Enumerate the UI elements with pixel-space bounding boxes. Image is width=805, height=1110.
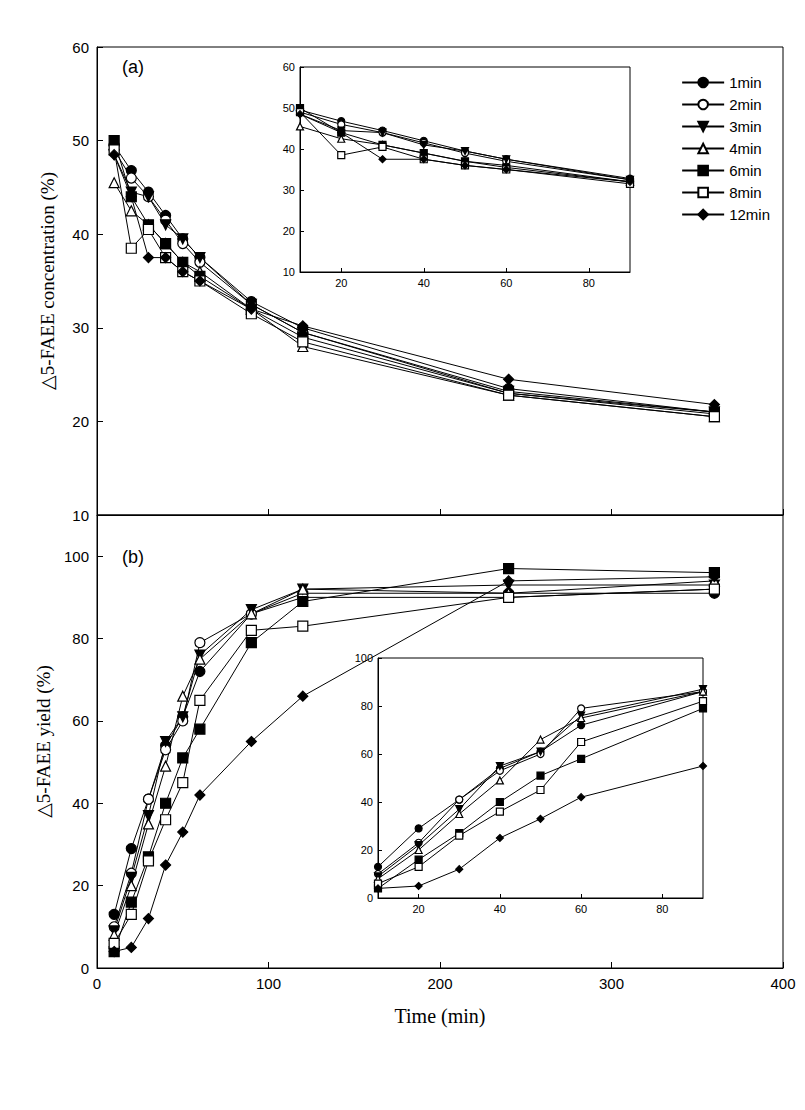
svg-text:60: 60: [283, 61, 295, 73]
svg-text:△5-FAEE yield (%): △5-FAEE yield (%): [33, 665, 55, 818]
svg-text:0: 0: [81, 960, 89, 977]
svg-text:400: 400: [770, 975, 795, 992]
svg-text:20: 20: [72, 413, 89, 430]
svg-text:60: 60: [72, 712, 89, 729]
svg-text:3min: 3min: [729, 118, 762, 135]
svg-text:200: 200: [427, 975, 452, 992]
svg-text:50: 50: [72, 132, 89, 149]
svg-text:80: 80: [656, 903, 668, 915]
svg-text:40: 40: [283, 143, 295, 155]
svg-text:60: 60: [500, 277, 512, 289]
svg-text:4min: 4min: [729, 140, 762, 157]
svg-text:40: 40: [361, 796, 373, 808]
svg-text:40: 40: [494, 903, 506, 915]
svg-text:1min: 1min: [729, 74, 762, 91]
svg-text:8min: 8min: [729, 184, 762, 201]
svg-text:2min: 2min: [729, 96, 762, 113]
svg-text:30: 30: [72, 319, 89, 336]
svg-text:20: 20: [361, 844, 373, 856]
svg-text:40: 40: [72, 795, 89, 812]
svg-text:80: 80: [583, 277, 595, 289]
svg-text:Time (min): Time (min): [395, 1005, 486, 1028]
svg-text:(b): (b): [122, 547, 144, 567]
svg-text:0: 0: [93, 975, 101, 992]
svg-text:80: 80: [72, 630, 89, 647]
svg-text:10: 10: [283, 266, 295, 278]
svg-text:20: 20: [413, 903, 425, 915]
svg-text:40: 40: [418, 277, 430, 289]
svg-text:300: 300: [599, 975, 624, 992]
svg-text:20: 20: [283, 225, 295, 237]
svg-text:6min: 6min: [729, 162, 762, 179]
svg-text:10: 10: [72, 507, 89, 524]
svg-text:80: 80: [361, 700, 373, 712]
svg-text:(a): (a): [122, 57, 144, 77]
svg-text:30: 30: [283, 184, 295, 196]
svg-text:40: 40: [72, 226, 89, 243]
svg-text:100: 100: [64, 548, 89, 565]
svg-text:60: 60: [575, 903, 587, 915]
svg-text:20: 20: [335, 277, 347, 289]
svg-text:0: 0: [367, 892, 373, 904]
svg-text:△5-FAEE concentration (%): △5-FAEE concentration (%): [37, 172, 59, 390]
svg-text:12min: 12min: [729, 206, 770, 223]
svg-text:100: 100: [355, 652, 373, 664]
svg-text:50: 50: [283, 102, 295, 114]
svg-text:100: 100: [256, 975, 281, 992]
svg-text:60: 60: [72, 39, 89, 56]
svg-text:60: 60: [361, 748, 373, 760]
svg-text:20: 20: [72, 877, 89, 894]
